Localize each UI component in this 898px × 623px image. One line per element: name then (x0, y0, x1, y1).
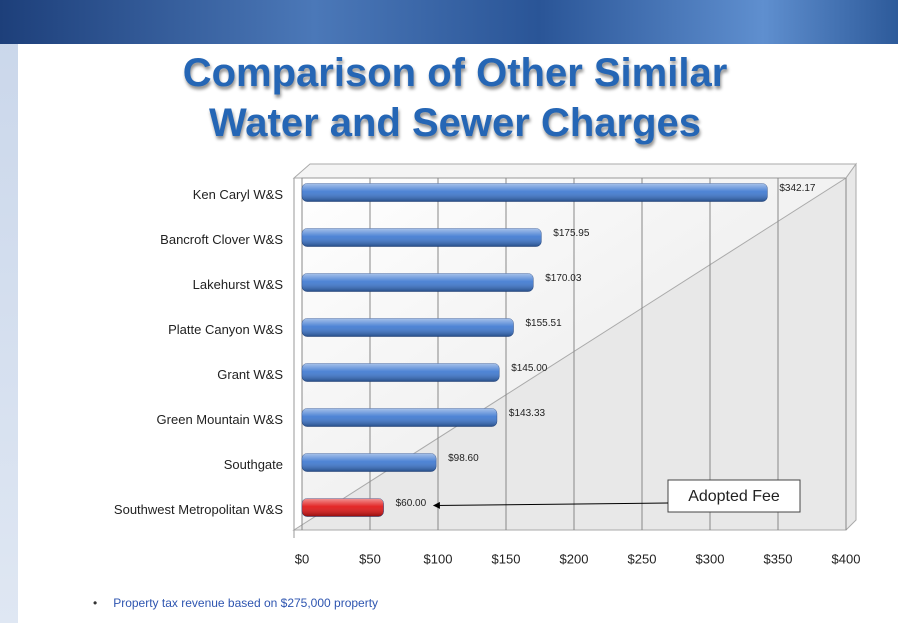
y-tick-label: Southgate (224, 457, 283, 472)
x-tick-label: $300 (696, 551, 725, 566)
y-tick-label: Southwest Metropolitan W&S (114, 502, 283, 517)
value-label: $342.17 (779, 183, 816, 194)
value-label: $145.00 (511, 363, 548, 374)
note-text: Property tax revenue based on $275,000 p… (113, 596, 378, 610)
x-tick-label: $200 (560, 551, 589, 566)
value-label: $170.03 (545, 273, 582, 284)
annotation: Adopted Fee (688, 488, 780, 505)
bar-shine (302, 454, 436, 472)
value-label: $143.33 (509, 408, 546, 419)
x-tick-label: $250 (628, 551, 657, 566)
x-tick-label: $50 (359, 551, 381, 566)
bar-shine (302, 229, 541, 247)
bar-shine (302, 364, 499, 382)
slide: {"chart_data": {"type": "bar", "orientat… (0, 0, 898, 623)
note: •Property tax revenue based on $275,000 … (93, 596, 378, 610)
value-label: $155.51 (525, 318, 562, 329)
y-tick-label: Green Mountain W&S (157, 412, 284, 427)
value-label: $175.95 (553, 228, 590, 239)
y-tick-label: Grant W&S (217, 367, 283, 382)
x-tick-label: $150 (492, 551, 521, 566)
value-label: $98.60 (448, 453, 479, 464)
x-tick-label: $350 (764, 551, 793, 566)
x-tick-label: $400 (832, 551, 861, 566)
y-tick-label: Ken Caryl W&S (193, 187, 284, 202)
bar-shine (302, 319, 513, 337)
bar-shine (302, 409, 497, 427)
bar-shine (302, 274, 533, 292)
value-label: $60.00 (396, 498, 427, 509)
bar-shine (302, 499, 384, 517)
y-tick-label: Platte Canyon W&S (168, 322, 283, 337)
plot-top (294, 164, 856, 178)
chart: $0 $50 $100 $150 $200 $250 $300 $350 $400 Ken Car… (0, 0, 898, 623)
y-tick-label: Bancroft Clover W&S (160, 232, 283, 247)
x-tick-label: $100 (424, 551, 453, 566)
bar-shine (302, 184, 767, 202)
x-tick-label: $0 (295, 551, 309, 566)
y-tick-label: Lakehurst W&S (193, 277, 284, 292)
